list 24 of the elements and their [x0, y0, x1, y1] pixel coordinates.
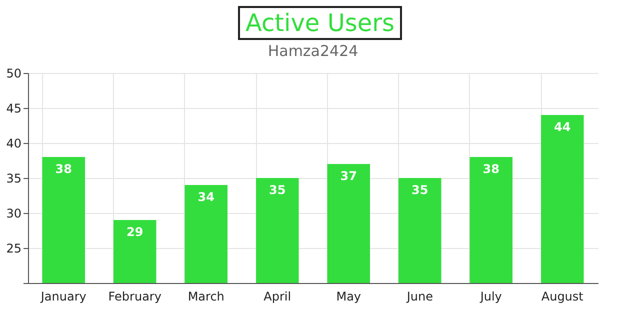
data-label: 44 [554, 120, 571, 134]
data-label: 37 [340, 169, 357, 183]
data-label: 35 [412, 183, 428, 197]
data-label: 35 [269, 183, 286, 197]
data-label: 34 [198, 190, 214, 204]
data-label: 38 [55, 162, 72, 176]
y-tick-label: 45 [6, 102, 22, 116]
chart-title: Active Users [238, 6, 402, 40]
x-tick-label: March [188, 290, 224, 304]
x-tick-label: February [108, 290, 162, 304]
chart-subtitle: Hamza2424 [268, 42, 358, 60]
data-label: 38 [482, 162, 500, 176]
y-tick-label: 40 [6, 136, 22, 150]
x-tick-label: May [336, 290, 362, 304]
x-tick-label: June [406, 290, 433, 304]
data-label: 29 [126, 225, 144, 239]
x-tick-label: April [264, 290, 292, 304]
y-tick-label: 35 [6, 172, 22, 186]
x-tick-label: August [541, 290, 584, 304]
y-tick-label: 25 [6, 242, 22, 256]
x-tick-label: July [479, 290, 502, 304]
x-tick-label: January [40, 290, 86, 304]
y-tick-label: 30 [6, 206, 22, 220]
y-tick-label: 50 [6, 66, 22, 80]
